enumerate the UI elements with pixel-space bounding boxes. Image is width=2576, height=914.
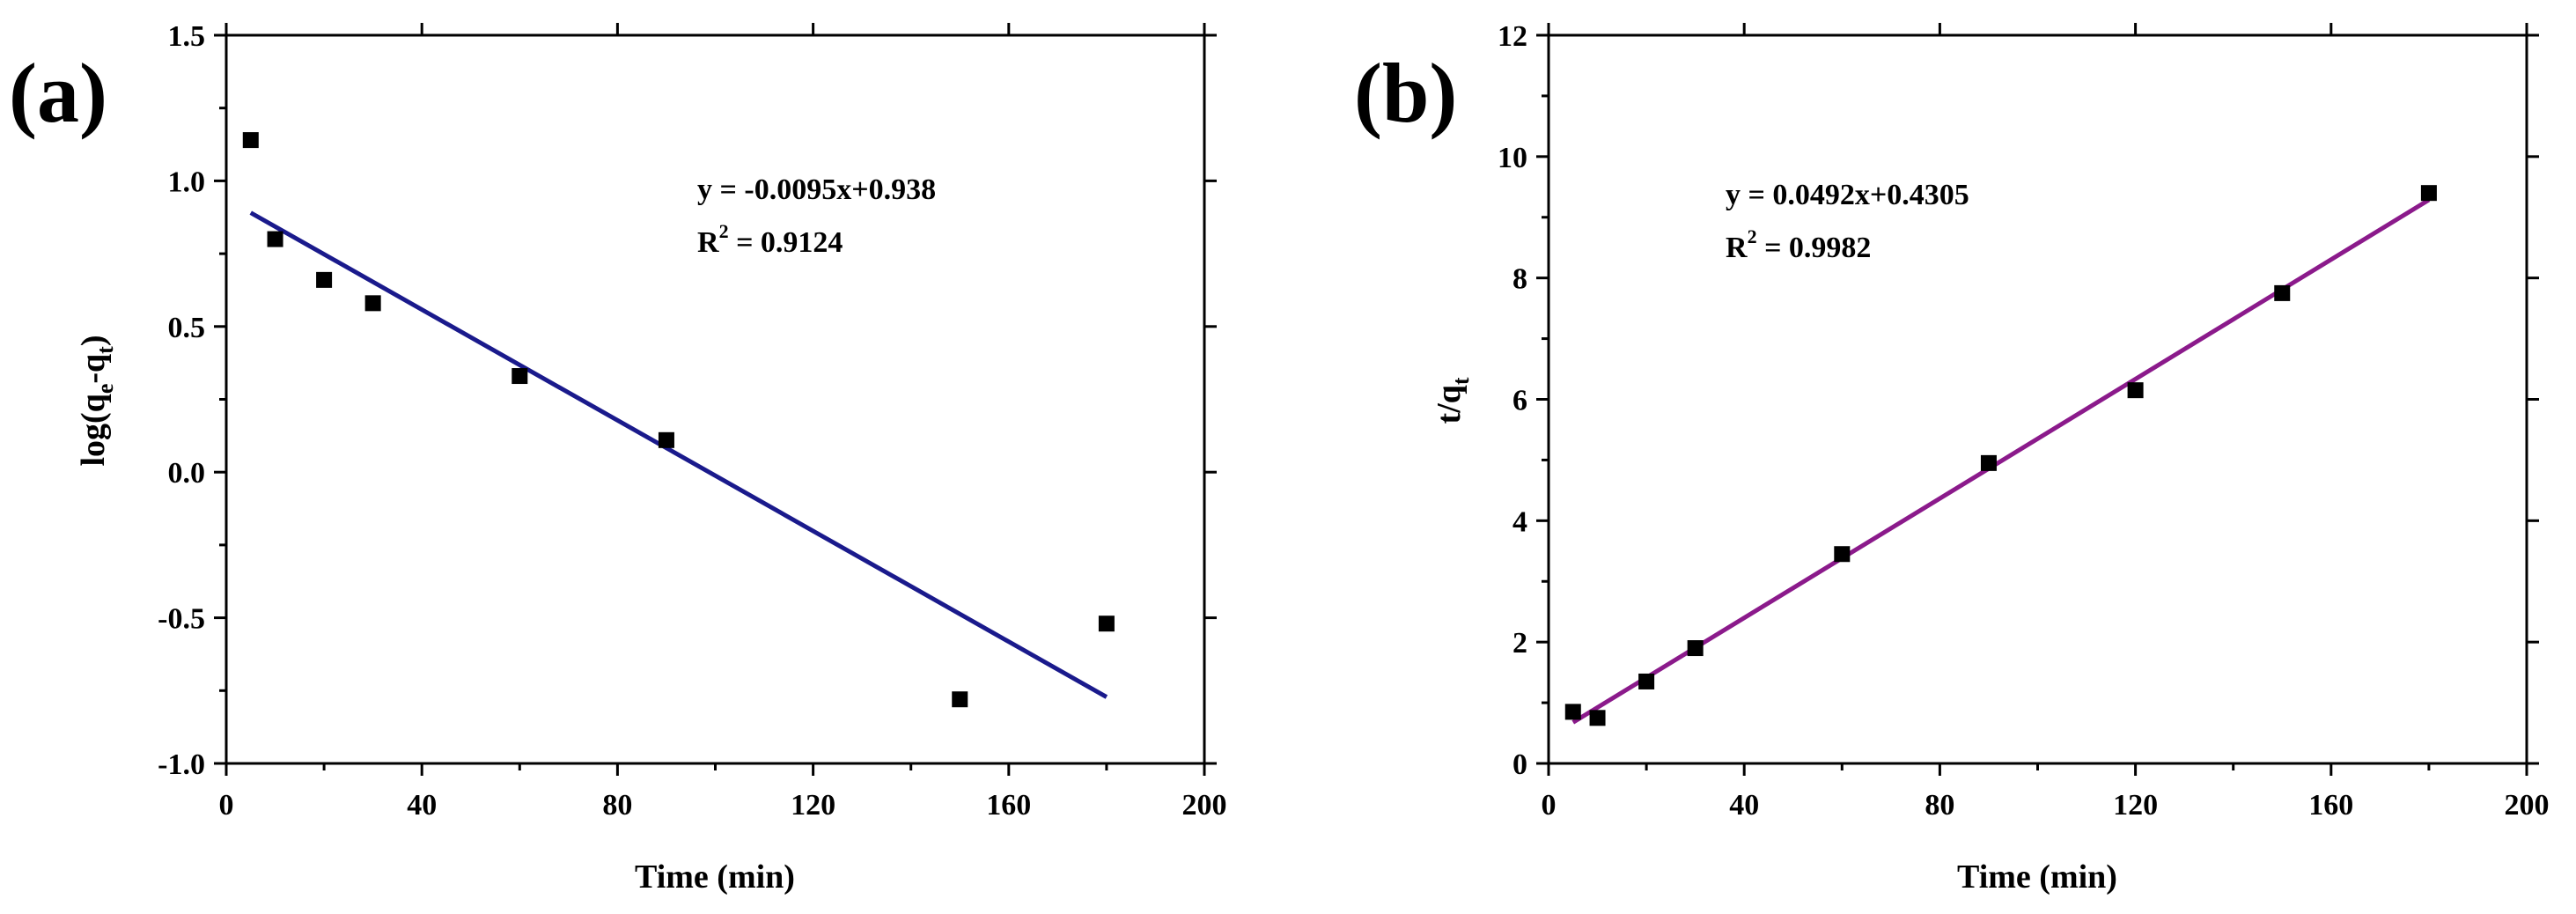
- panel-b-data-point: [2127, 382, 2144, 399]
- panel-a-data-point: [952, 691, 968, 708]
- panel-a-fit-equation: y = -0.0095x+0.938: [697, 173, 936, 206]
- panel-a-data-points: [242, 132, 1115, 708]
- panel-b-y-axis-title: t/qt: [1431, 377, 1474, 424]
- panel-a-data-point: [364, 295, 381, 312]
- panel-a-plot-frame: [224, 33, 1206, 765]
- panel-b-y-tick-label: 8: [1512, 263, 1527, 296]
- panel-a-x-tick-label: 40: [407, 789, 437, 822]
- panel-a-data-point: [512, 368, 528, 385]
- panel-b-r2-value: = 0.9982: [1757, 232, 1872, 264]
- panel-b-data-point: [1980, 454, 1997, 471]
- panel-a-y-axis-title: log(qe-qt): [75, 335, 118, 466]
- panel-b-r-squared: R2 = 0.9982: [1726, 225, 1871, 264]
- panel-a-r-squared: R2 = 0.9124: [697, 220, 843, 259]
- panel-b-data-point: [1834, 546, 1851, 563]
- panel-a-x-tick-label: 80: [602, 789, 632, 822]
- panel-a-x-tick-label: 0: [219, 789, 234, 822]
- panel-b-r2-sup: 2: [1748, 225, 1757, 247]
- panel-b-plot-frame: [1547, 33, 2528, 765]
- panel-a-ylabel-sub-t: t: [92, 346, 118, 354]
- panel-b-y-tick-label: 4: [1512, 505, 1527, 538]
- panel-a-data-point: [658, 431, 674, 448]
- panel-a-data-point: [267, 231, 283, 247]
- panel-a-y-tick-label: 0.0: [168, 457, 206, 490]
- panel-b-data-point: [1589, 710, 1606, 726]
- panel-b-data-point: [2420, 185, 2437, 202]
- panel-a-y-tick-label: 0.5: [168, 312, 206, 344]
- panel-a-ylabel-sub-e: e: [92, 384, 118, 394]
- panel-b-x-tick-label: 120: [2113, 789, 2158, 822]
- panel-a-x-tick-label: 200: [1182, 789, 1227, 822]
- panel-b-y-tick-label: 12: [1498, 20, 1527, 53]
- panel-a-fit-line-group: [249, 210, 1108, 699]
- panel-b-x-axis-title: Time (min): [1957, 859, 2117, 896]
- panel-b-data-point: [1687, 640, 1704, 657]
- panel-a-ylabel-base: log(q: [75, 394, 112, 466]
- panel-a-r2-prefix: R: [697, 226, 719, 259]
- panel-b-chart: (b) 0 40 80 120 160 200 0 2 4 6 8 10 12 Time (min) t…: [1354, 20, 2550, 896]
- panel-b-label: (b): [1354, 46, 1457, 140]
- panel-b-y-tick-label: 0: [1512, 748, 1527, 781]
- panel-a-data-point: [316, 271, 333, 288]
- panel-a-label: (a): [9, 46, 107, 140]
- panel-b-y-tick-label: 10: [1498, 142, 1527, 174]
- panel-b-x-tick-label: 40: [1729, 789, 1759, 822]
- panel-a-fit-line: [249, 210, 1108, 699]
- panel-b-x-tick-label: 0: [1542, 789, 1557, 822]
- panel-a-x-tick-label: 120: [791, 789, 835, 822]
- panel-a-r2-sup: 2: [719, 220, 729, 242]
- panel-b-x-tick-label: 80: [1925, 789, 1954, 822]
- panel-a-y-tick-label: 1.5: [168, 20, 206, 53]
- panel-b-fit-equation: y = 0.0492x+0.4305: [1726, 179, 1969, 211]
- panel-a-ticks: 0 40 80 120 160 200 -1.0 -0.5 0.0 0.5 1.0 1.5: [158, 20, 1226, 822]
- panel-a-x-tick-label: 160: [986, 789, 1031, 822]
- panel-b-x-tick-label: 200: [2505, 789, 2550, 822]
- panel-a-y-tick-label: -1.0: [158, 748, 205, 781]
- panel-b-ylabel-base: t/q: [1431, 385, 1468, 424]
- panel-b-data-point: [1564, 704, 1581, 720]
- panel-a-ylabel-end: ): [75, 335, 112, 346]
- panel-b-r2-prefix: R: [1726, 232, 1748, 264]
- panel-b-data-point: [2274, 284, 2291, 301]
- panel-a-data-point: [242, 132, 259, 149]
- panel-b-y-tick-label: 6: [1512, 385, 1527, 417]
- panel-a-r2-value: = 0.9124: [729, 226, 843, 259]
- panel-b-data-points: [1564, 185, 2437, 726]
- panel-a-chart: (a) 0 40 80 120 160 200 -1.0 -0.5 0.0 0.5 1.0 1.5 T…: [9, 20, 1227, 896]
- panel-a-y-tick-label: -0.5: [158, 603, 205, 636]
- panel-b-x-tick-label: 160: [2308, 789, 2353, 822]
- panel-a-x-axis-title: Time (min): [635, 859, 795, 896]
- panel-b-y-tick-label: 2: [1512, 627, 1527, 660]
- panel-a-y-tick-label: 1.0: [168, 166, 206, 198]
- panel-a-data-point: [1098, 615, 1115, 632]
- panel-b-ticks: 0 40 80 120 160 200 0 2 4 6 8 10 12: [1498, 20, 2550, 822]
- panel-a-ylabel-mid: -q: [75, 354, 112, 384]
- panel-b-data-point: [1638, 673, 1655, 689]
- panel-b-ylabel-sub-t: t: [1448, 377, 1474, 385]
